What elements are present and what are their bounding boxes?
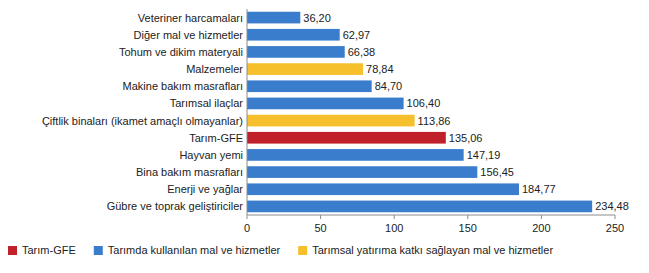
tick <box>247 215 248 219</box>
category-label: Veteriner harcamaları <box>138 12 243 24</box>
legend-swatch <box>94 246 103 255</box>
category-label: Tohum ve dikim materyali <box>119 46 243 58</box>
legend-label: Tarımda kullanılan mal ve hizmetler <box>108 244 281 256</box>
category-label: Diğer mal ve hizmetler <box>134 29 244 41</box>
tick <box>394 215 395 219</box>
tick-label: 250 <box>606 222 624 234</box>
bar <box>247 46 345 58</box>
category-label: Malzemeler <box>186 63 243 75</box>
data-label: 78,84 <box>366 63 394 75</box>
tick <box>615 215 616 219</box>
data-label: 184,77 <box>522 183 556 195</box>
data-label: 147,19 <box>467 149 501 161</box>
bar <box>247 29 340 41</box>
category-label: Çiftlik binaları (ikamet amaçlı olmayanl… <box>42 115 243 127</box>
category-label: Bina bakım masrafları <box>136 166 243 178</box>
bar <box>247 80 372 92</box>
bar <box>247 63 363 75</box>
y-axis <box>247 9 248 215</box>
data-label: 36,20 <box>303 12 331 24</box>
tick-label: 50 <box>314 222 326 234</box>
bar <box>247 115 415 127</box>
bar <box>247 201 592 213</box>
data-label: 62,97 <box>343 29 371 41</box>
data-label: 156,45 <box>480 166 514 178</box>
bar <box>247 166 477 178</box>
bar <box>247 183 519 195</box>
tick-label: 200 <box>532 222 550 234</box>
data-label: 135,06 <box>449 132 483 144</box>
data-label: 106,40 <box>407 97 441 109</box>
data-label: 66,38 <box>348 46 376 58</box>
tick-label: 150 <box>459 222 477 234</box>
bars <box>247 12 592 213</box>
category-label: Tarım-GFE <box>189 132 243 144</box>
legend-label: Tarım-GFE <box>22 244 76 256</box>
category-label: Hayvan yemi <box>179 149 243 161</box>
bar <box>247 149 464 161</box>
category-label: Makine bakım masrafları <box>123 80 243 92</box>
legend-label: Tarımsal yatırıma katkı sağlayan mal ve … <box>312 244 553 256</box>
tick-label: 0 <box>244 222 250 234</box>
bar <box>247 12 300 24</box>
tick-label: 100 <box>385 222 403 234</box>
bar <box>247 132 446 144</box>
legend-swatch <box>8 246 17 255</box>
tick <box>467 215 468 219</box>
bar <box>247 98 404 110</box>
legend-swatch <box>298 246 307 255</box>
data-label: 234,48 <box>595 200 629 212</box>
category-label: Gübre ve toprak geliştiriciler <box>107 200 244 212</box>
x-axis <box>247 215 615 216</box>
category-label: Enerji ve yağlar <box>167 183 243 195</box>
tick <box>541 215 542 219</box>
data-label: 113,86 <box>418 115 451 127</box>
tick <box>320 215 321 219</box>
category-label: Tarımsal ilaçlar <box>170 97 244 109</box>
data-label: 84,70 <box>375 80 403 92</box>
